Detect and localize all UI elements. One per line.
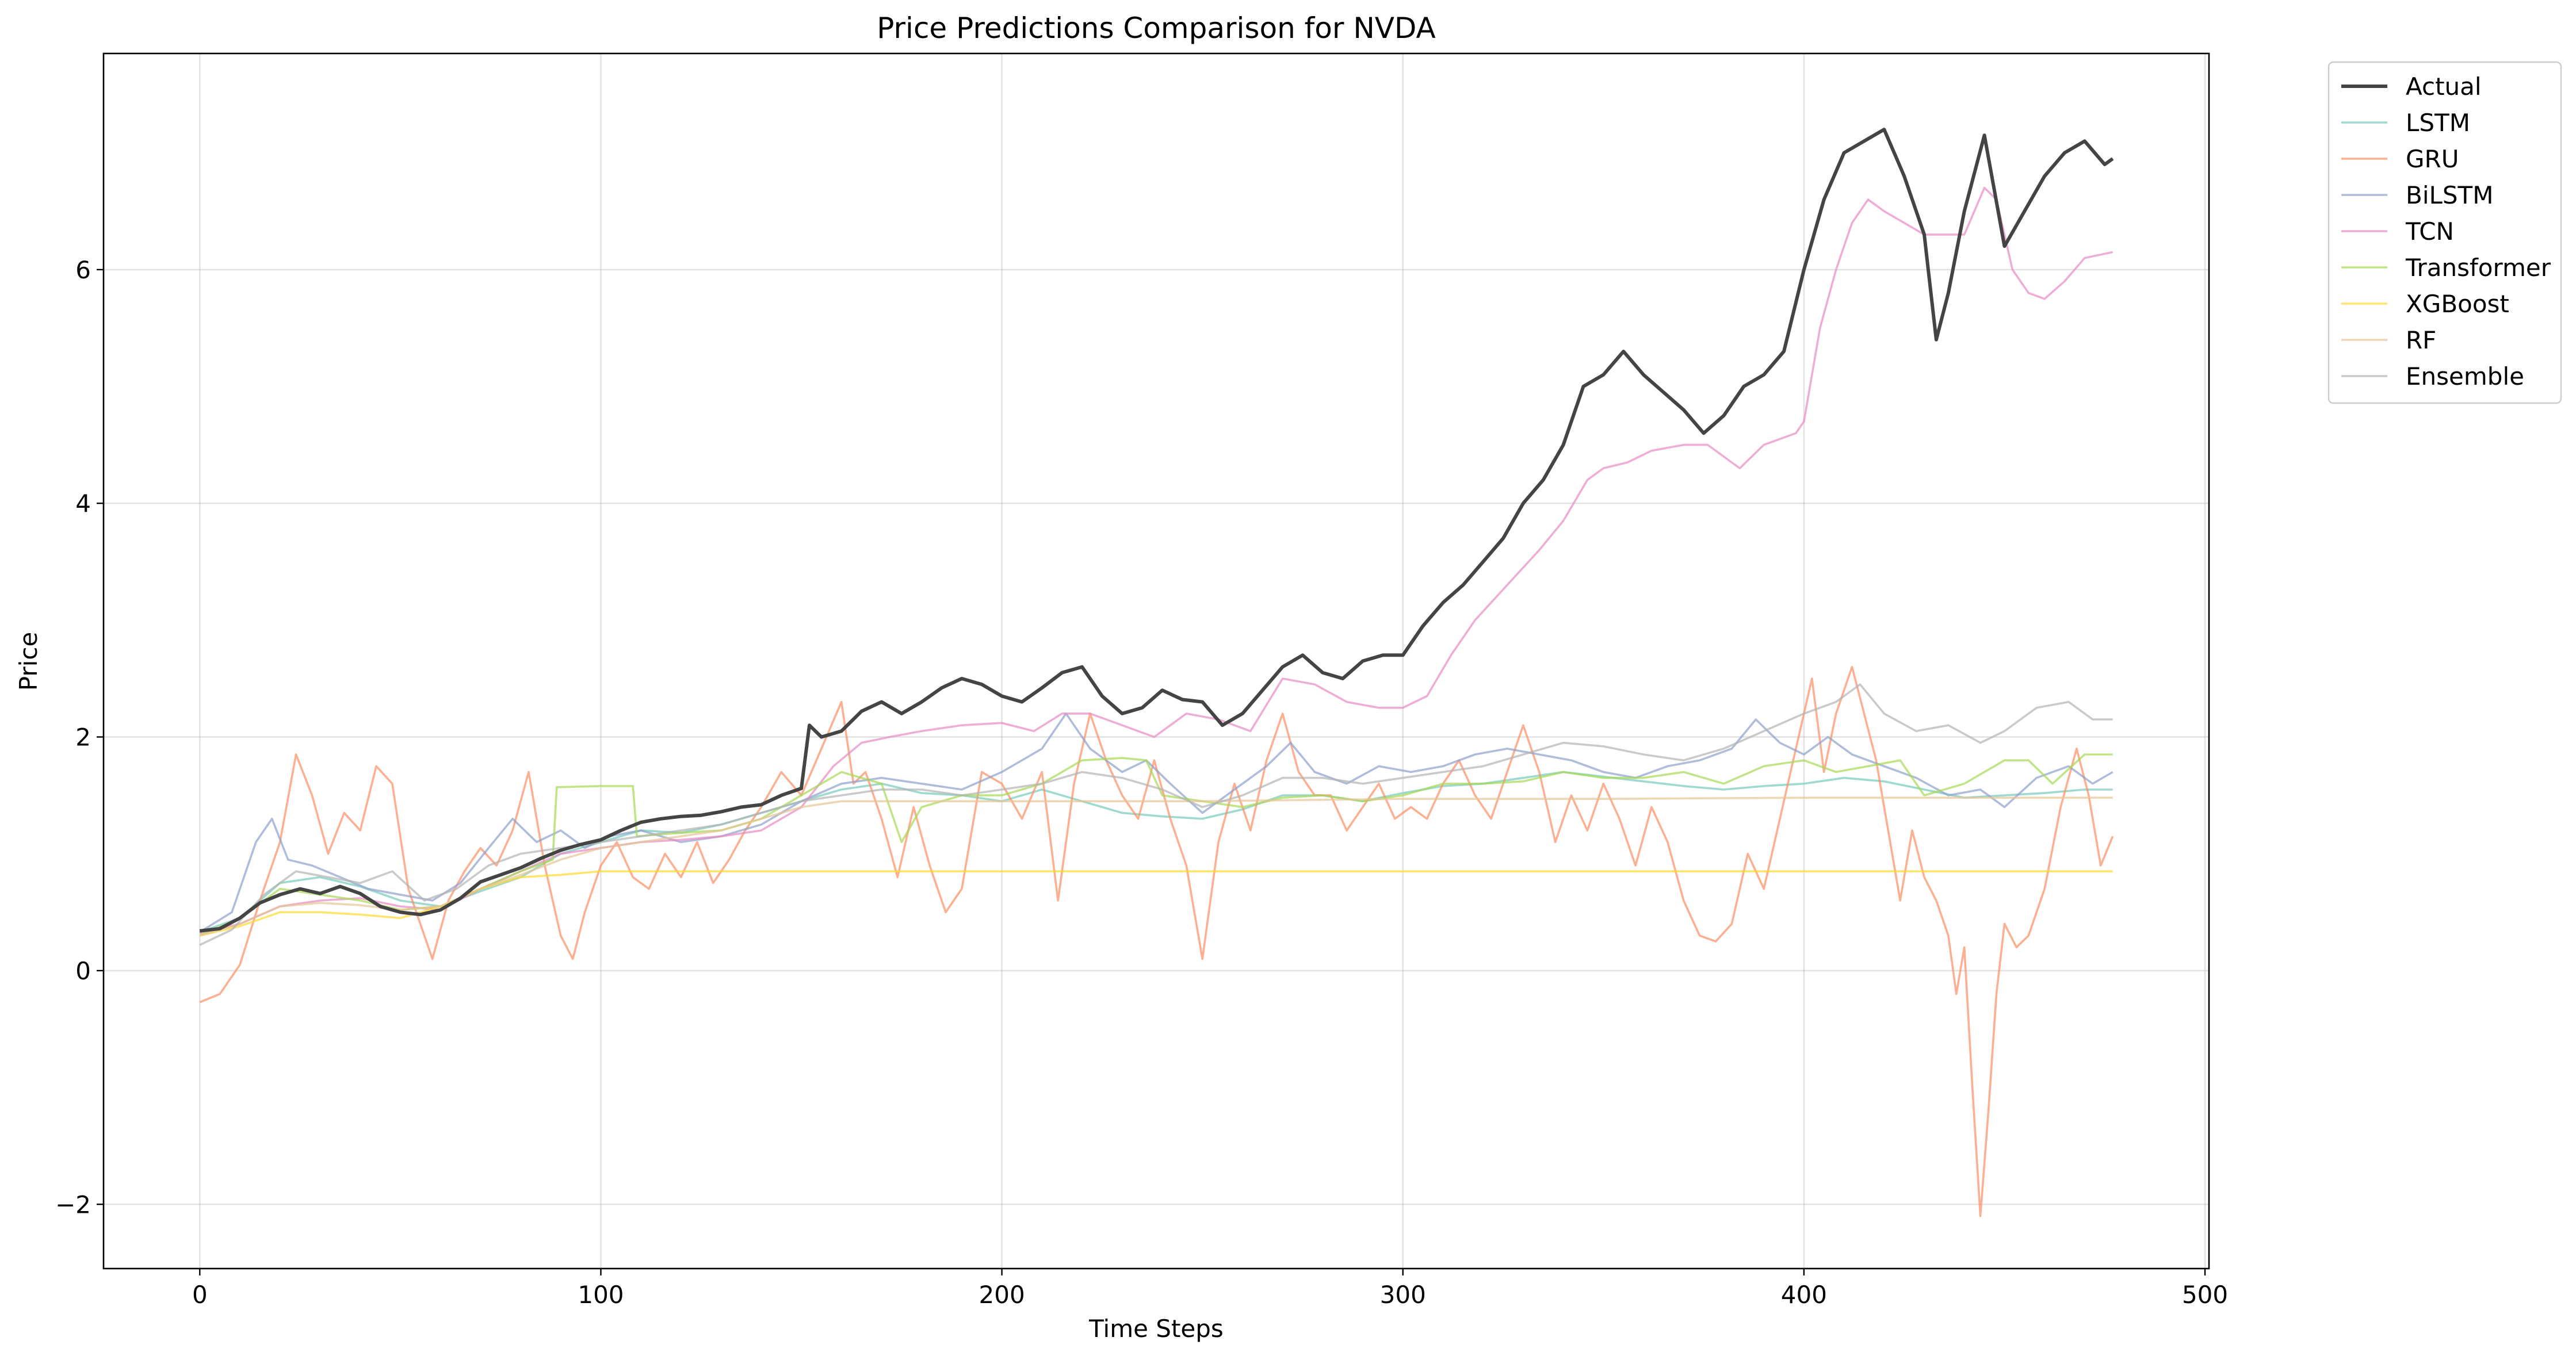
series-line-tcn [199, 186, 2113, 934]
legend-label-transformer: Transformer [2405, 254, 2551, 282]
x-tick-label: 0 [192, 1281, 208, 1309]
series-line-ensemble [199, 683, 2113, 946]
legend-label-tcn: TCN [2405, 217, 2454, 246]
series-lines [199, 128, 2114, 1217]
y-axis-label: Price [14, 632, 43, 691]
x-tick-label: 400 [1781, 1281, 1827, 1309]
series-line-actual [199, 128, 2114, 933]
y-tick-label: 2 [75, 723, 91, 752]
x-tick-label: 200 [979, 1281, 1025, 1309]
x-tick-label: 300 [1380, 1281, 1426, 1309]
y-tick-label: 6 [75, 256, 91, 284]
legend-label-rf: RF [2406, 326, 2436, 354]
series-line-bilstm [199, 712, 2113, 933]
legend-label-xgboost: XGBoost [2406, 290, 2509, 318]
legend-label-lstm: LSTM [2406, 109, 2470, 137]
x-tick-label: 100 [578, 1281, 624, 1309]
series-line-xgboost [199, 870, 2113, 937]
y-tick-label: −2 [55, 1190, 91, 1219]
axis-ticks: 0 100 200 300 400 500 −2 0 2 4 6 [55, 256, 2228, 1309]
legend-label-gru: GRU [2406, 145, 2459, 173]
x-axis-label: Time Steps [1088, 1315, 1224, 1343]
legend-label-bilstm: BiLSTM [2406, 181, 2493, 209]
x-tick-label: 500 [2182, 1281, 2228, 1309]
y-tick-label: 0 [75, 957, 91, 985]
legend: Actual LSTM GRU BiLSTM TCN Transformer XGBoost… [2327, 61, 2562, 404]
series-line-gru [199, 665, 2114, 1217]
legend-frame [2327, 61, 2562, 404]
series-line-lstm [199, 771, 2113, 933]
y-tick-label: 4 [75, 489, 91, 518]
plot-area [102, 52, 2210, 1270]
legend-label-ensemble: Ensemble [2406, 362, 2524, 390]
chart-title: Price Predictions Comparison for NVDA [877, 12, 1436, 45]
grid [104, 53, 2209, 1269]
legend-label-actual: Actual [2406, 72, 2482, 101]
series-line-rf [199, 796, 2113, 937]
series-line-transformer [199, 753, 2113, 937]
